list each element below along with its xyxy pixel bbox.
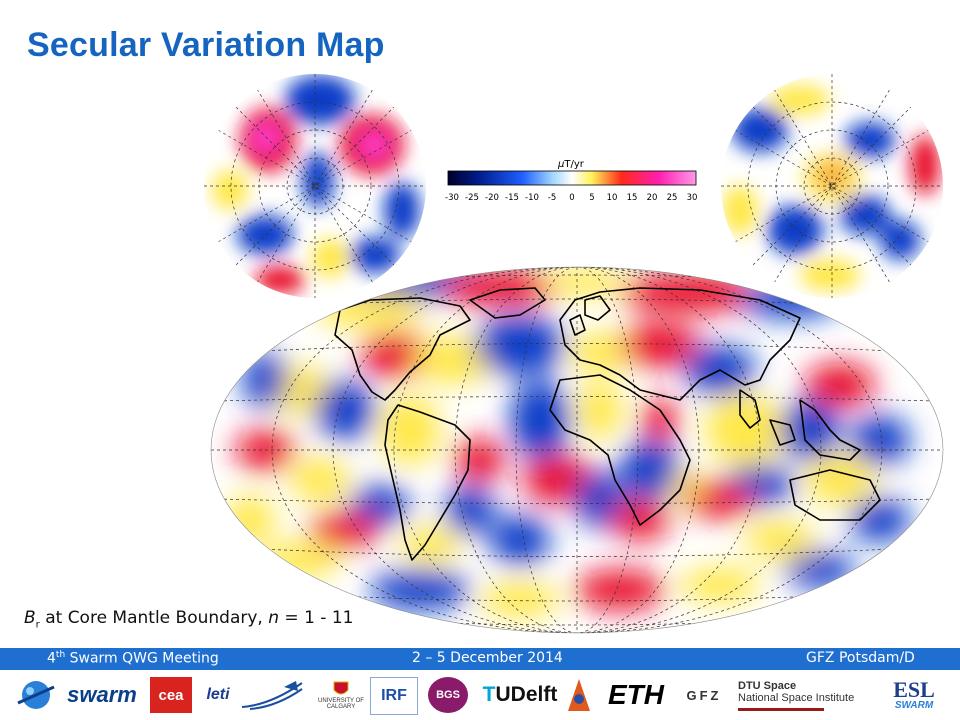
- cea-logo: cea: [150, 677, 192, 713]
- colorbar-gradient: [447, 170, 697, 186]
- colorbar-tick-label: -30: [445, 193, 459, 203]
- caption-text: at Core Mantle Boundary,: [39, 608, 269, 628]
- calgary-logo: UNIVERSITY OF CALGARY: [318, 677, 364, 713]
- footer-meeting: 4th Swarm QWG Meeting: [47, 650, 219, 667]
- bgs-logo: BGS: [428, 677, 468, 713]
- field-blobs-south: [722, 85, 940, 291]
- dtu-logo: DTU Space National Space Institute: [738, 677, 862, 713]
- figure-caption: Br at Core Mantle Boundary, n = 1 - 11: [24, 608, 353, 630]
- footer-bar: 4th Swarm QWG Meeting 2 – 5 December 201…: [0, 648, 960, 670]
- crest-icon: [333, 681, 349, 695]
- partner-logos: swarm cea leti UNIVERSITY OF CALGARY IRF …: [0, 671, 960, 720]
- colorbar-tick-label: 0: [569, 193, 574, 203]
- swarm-logo: swarm: [67, 682, 137, 707]
- colorbar-tick-label: -10: [525, 193, 539, 203]
- colorbar-tick-label: 30: [687, 193, 698, 203]
- colorbar-tick-label: 10: [607, 193, 618, 203]
- colorbar-tick-label: -15: [505, 193, 519, 203]
- graticule-south: [721, 74, 943, 298]
- field-blobs-north: [212, 75, 420, 294]
- esl-logo: ESL SWARM: [893, 676, 935, 711]
- eth-logo: ETH: [608, 679, 664, 710]
- ipgp-icon: [566, 677, 592, 713]
- north-polar-map: [204, 74, 426, 298]
- colorbar-tick-label: 20: [647, 193, 658, 203]
- gfz-logo: GFZ: [686, 687, 722, 703]
- secular-variation-figure: μT/yr -30 -25 -20 -15 -10 -5 0 5 10 15 20 25 30: [204, 74, 944, 634]
- colorbar-unit: μT/yr: [557, 159, 585, 170]
- leti-logo: leti: [206, 686, 230, 703]
- irf-logo: IRF: [370, 677, 418, 715]
- slide-title: Secular Variation Map: [27, 26, 385, 64]
- caption-n-range: = 1 - 11: [279, 608, 354, 628]
- colorbar-tick-label: -25: [465, 193, 479, 203]
- footer-dates: 2 – 5 December 2014: [412, 650, 563, 666]
- dtu-underline: [738, 707, 824, 711]
- colorbar: μT/yr -30 -25 -20 -15 -10 -5 0 5 10 15 20 25 30: [445, 159, 697, 203]
- colorbar-tick-label: -20: [485, 193, 499, 203]
- colorbar-tick-label: -5: [548, 193, 556, 203]
- south-polar-map: [721, 74, 943, 298]
- footer-location: GFZ Potsdam/D: [806, 650, 915, 666]
- colorbar-ticks: -30 -25 -20 -15 -10 -5 0 5 10 15 20 25 30: [445, 193, 697, 203]
- global-map: [210, 266, 944, 634]
- colorbar-tick-label: 25: [667, 193, 678, 203]
- colorbar-tick-label: 15: [627, 193, 638, 203]
- graticule-north: [204, 74, 426, 298]
- caption-symbol: B: [24, 608, 36, 628]
- tudelft-logo: T UDelft: [482, 683, 558, 706]
- caption-subscript: r: [35, 619, 40, 631]
- aircraft-icon: [240, 677, 306, 713]
- colorbar-tick-label: 5: [589, 193, 594, 203]
- swarm-satellite-icon: [14, 677, 58, 713]
- caption-n: n: [268, 608, 280, 628]
- coastlines: [334, 287, 881, 561]
